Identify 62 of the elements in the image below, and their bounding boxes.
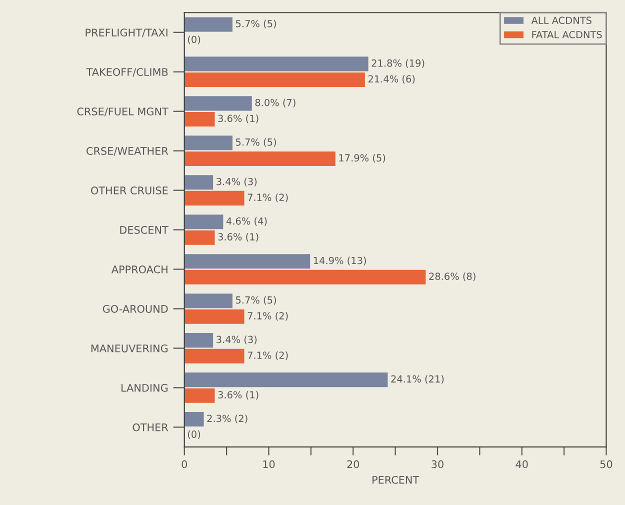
legend-label: FATAL ACDNTS — [532, 30, 602, 38]
bar — [184, 214, 224, 230]
data-label: 24.1% (21) — [391, 375, 444, 384]
bar — [184, 230, 215, 245]
data-label: 21.4% (6) — [368, 75, 415, 84]
data-label: 21.8% (19) — [372, 59, 424, 68]
y-tick-label: PREFLIGHT/TAXI — [86, 28, 168, 38]
data-label: 14.9% (13) — [314, 256, 366, 266]
bar — [184, 17, 232, 32]
bar — [184, 333, 214, 348]
data-label: 17.9% (5) — [339, 154, 386, 163]
data-label: 5.7% (5) — [236, 296, 276, 305]
bar — [184, 270, 426, 284]
y-tick-label: OTHER CRUISE — [91, 186, 168, 194]
y-tick-label: TAKEOFF/CLIMB — [86, 68, 168, 77]
bar — [184, 294, 232, 308]
data-label: 3.4% (3) — [216, 178, 257, 186]
y-tick-label: DESCENT — [120, 226, 168, 234]
legend-label: ALL ACDNTS — [531, 16, 592, 24]
data-label: (0) — [188, 36, 200, 44]
y-tick-label: MANEUVERING — [91, 344, 168, 352]
x-tick-label: 50 — [600, 460, 612, 468]
data-label: 28.6% (8) — [429, 272, 476, 282]
bar — [184, 190, 244, 206]
data-label: 7.1% (2) — [248, 312, 288, 321]
bar — [184, 388, 215, 403]
bar — [184, 72, 365, 88]
data-label: (0) — [188, 430, 200, 440]
x-tick-label: 10 — [263, 460, 275, 468]
data-label: 8.0% (7) — [255, 98, 296, 108]
y-tick-label: OTHER — [132, 423, 168, 432]
data-label: 7.1% (2) — [248, 193, 288, 202]
data-label: 5.7% (5) — [236, 138, 276, 147]
bar — [184, 254, 310, 269]
y-tick-label: CRSE/FUEL MGNT — [77, 108, 168, 116]
x-tick-label: 20 — [347, 460, 360, 468]
bar — [184, 96, 252, 111]
data-label: 3.4% (3) — [216, 336, 257, 344]
bar — [184, 309, 244, 324]
data-label: 2.3% (2) — [207, 414, 248, 424]
bar — [184, 136, 232, 150]
bar — [184, 412, 204, 427]
bar — [184, 348, 244, 364]
data-label: 3.6% (1) — [218, 390, 258, 400]
y-tick-label: CRSE/WEATHER — [86, 147, 168, 156]
data-label: 3.6% (1) — [218, 114, 258, 124]
y-tick-label: GO-AROUND — [102, 304, 168, 313]
bar — [184, 372, 388, 388]
x-axis-title: PERCENT — [372, 476, 420, 484]
bar — [184, 112, 215, 126]
bar — [184, 151, 336, 166]
data-label: 5.7% (5) — [236, 20, 276, 28]
data-label: 7.1% (2) — [248, 351, 288, 360]
x-tick-label: 40 — [516, 460, 528, 468]
y-tick-label: LANDING — [122, 384, 168, 392]
y-tick-label: APPROACH — [111, 265, 168, 274]
bar — [184, 56, 368, 72]
x-tick-label: 0 — [182, 460, 187, 468]
data-label: 3.6% (1) — [218, 232, 258, 242]
data-label: 4.6% (4) — [226, 217, 267, 226]
bar — [184, 175, 214, 190]
x-tick-label: 30 — [432, 460, 444, 468]
